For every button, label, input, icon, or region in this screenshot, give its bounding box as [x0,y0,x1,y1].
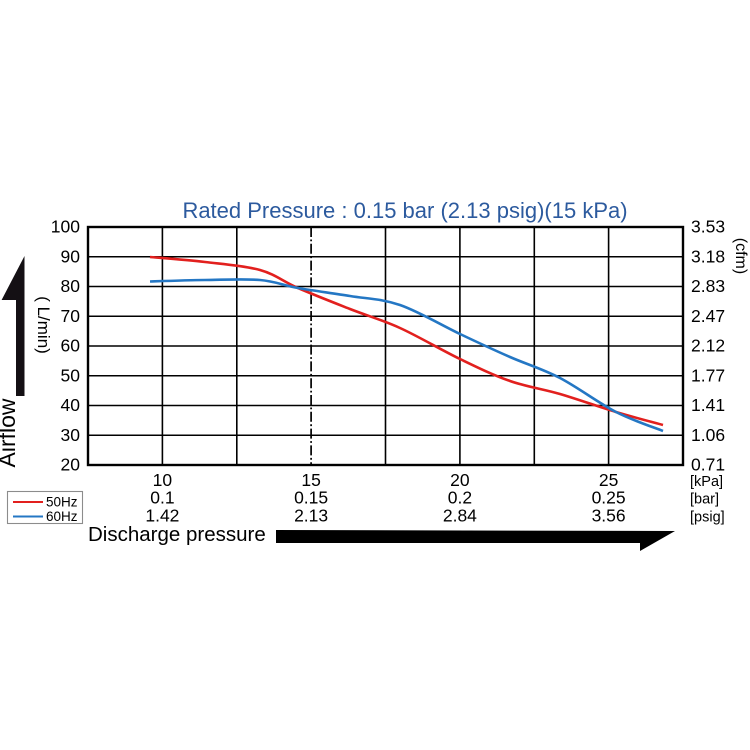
svg-text:3.53: 3.53 [691,217,725,237]
svg-text:60: 60 [61,336,81,356]
svg-text:(cfm): (cfm) [732,238,749,274]
svg-text:0.1: 0.1 [150,488,174,508]
svg-text:2.12: 2.12 [691,336,725,356]
svg-text:100: 100 [51,217,80,237]
svg-text:3.18: 3.18 [691,246,725,266]
svg-text:1.77: 1.77 [691,365,725,385]
svg-text:40: 40 [61,395,81,415]
svg-text:Airflow: Airflow [0,398,20,467]
svg-text:1.06: 1.06 [691,425,725,445]
svg-text:[psig]: [psig] [690,510,725,526]
svg-text:30: 30 [61,425,81,445]
svg-text:0.25: 0.25 [592,488,626,508]
svg-text:50Hz: 50Hz [46,495,78,510]
svg-text:70: 70 [61,306,81,326]
svg-text:80: 80 [61,276,81,296]
svg-text:Discharge pressure: Discharge pressure [88,523,266,546]
svg-text:20: 20 [61,455,81,475]
svg-text:( L/min): ( L/min) [34,296,53,354]
svg-text:[bar]: [bar] [690,492,719,508]
svg-text:0.71: 0.71 [691,455,725,475]
svg-text:2.83: 2.83 [691,276,725,296]
svg-text:2.13: 2.13 [294,506,328,526]
svg-text:[kPa]: [kPa] [690,474,723,490]
svg-text:60Hz: 60Hz [46,509,78,524]
svg-text:3.56: 3.56 [592,506,626,526]
svg-text:90: 90 [61,246,81,266]
svg-text:50: 50 [61,365,81,385]
svg-text:0.2: 0.2 [448,488,472,508]
svg-text:1.41: 1.41 [691,395,725,415]
svg-text:0.15: 0.15 [294,488,328,508]
svg-text:2.47: 2.47 [691,306,725,326]
svg-text:Rated Pressure : 0.15 bar (2.1: Rated Pressure : 0.15 bar (2.13 psig)(15… [182,198,627,223]
svg-text:2.84: 2.84 [443,506,477,526]
